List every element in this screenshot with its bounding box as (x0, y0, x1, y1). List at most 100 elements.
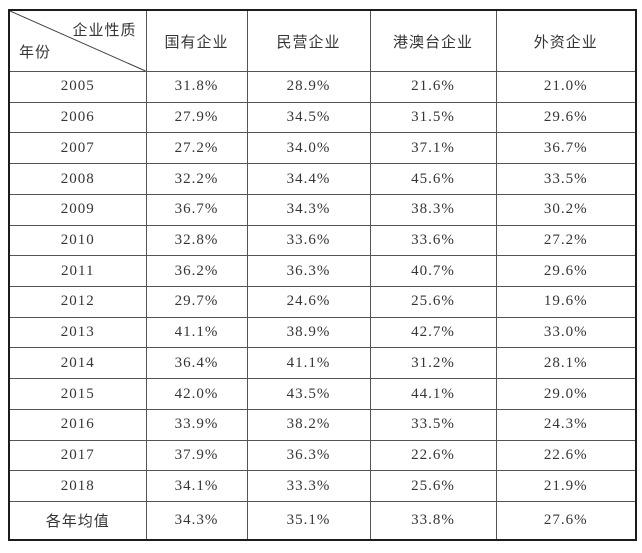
column-header: 民营企业 (246, 9, 371, 72)
year-cell: 2006 (8, 101, 147, 134)
value-cell: 38.3% (369, 193, 497, 226)
value-cell: 36.3% (246, 255, 371, 288)
value-cell: 45.6% (369, 163, 497, 195)
year-cell: 各年均值 (8, 501, 147, 541)
table-row: 2005 31.8% 28.9% 21.6% 21.0% (8, 71, 637, 103)
value-cell: 43.5% (246, 378, 371, 410)
table-row-average: 各年均值 34.3% 35.1% 33.8% 27.6% (8, 501, 637, 541)
value-cell: 31.8% (145, 71, 248, 103)
value-cell: 22.6% (369, 439, 497, 472)
table-container: 企业性质 年份 国有企业 民营企业 港澳台企业 外资企业 2005 31.8% … (8, 9, 637, 541)
table-row: 2015 42.0% 43.5% 44.1% 29.0% (8, 378, 637, 410)
value-cell: 33.0% (495, 316, 637, 349)
value-cell: 37.1% (369, 132, 497, 165)
year-cell: 2007 (8, 132, 147, 165)
year-cell: 2005 (8, 71, 147, 103)
year-cell: 2012 (8, 286, 147, 318)
value-cell: 32.2% (145, 163, 248, 195)
header-row: 企业性质 年份 国有企业 民营企业 港澳台企业 外资企业 (8, 9, 637, 72)
value-cell: 34.4% (246, 163, 371, 195)
value-cell: 33.6% (369, 224, 497, 257)
value-cell: 33.5% (369, 408, 497, 441)
value-cell: 34.0% (246, 132, 371, 165)
value-cell: 33.3% (246, 470, 371, 503)
value-cell: 40.7% (369, 255, 497, 288)
value-cell: 25.6% (369, 286, 497, 318)
value-cell: 34.3% (145, 501, 248, 541)
value-cell: 34.3% (246, 193, 371, 226)
value-cell: 27.9% (145, 101, 248, 134)
value-cell: 36.4% (145, 347, 248, 380)
year-cell: 2008 (8, 163, 147, 195)
value-cell: 44.1% (369, 378, 497, 410)
value-cell: 28.1% (495, 347, 637, 380)
corner-label-top: 企业性质 (72, 23, 137, 39)
value-cell: 33.8% (369, 501, 497, 541)
value-cell: 36.3% (246, 439, 371, 472)
year-cell: 2013 (8, 316, 147, 349)
value-cell: 33.9% (145, 408, 248, 441)
value-cell: 42.7% (369, 316, 497, 349)
value-cell: 21.9% (495, 470, 637, 503)
value-cell: 32.8% (145, 224, 248, 257)
table-row: 2008 32.2% 34.4% 45.6% 33.5% (8, 163, 637, 195)
year-cell: 2014 (8, 347, 147, 380)
table-row: 2013 41.1% 38.9% 42.7% 33.0% (8, 316, 637, 349)
table-row: 2014 36.4% 41.1% 31.2% 28.1% (8, 347, 637, 380)
value-cell: 42.0% (145, 378, 248, 410)
year-cell: 2010 (8, 224, 147, 257)
value-cell: 35.1% (246, 501, 371, 541)
value-cell: 36.7% (495, 132, 637, 165)
year-cell: 2017 (8, 439, 147, 472)
value-cell: 33.6% (246, 224, 371, 257)
table-row: 2011 36.2% 36.3% 40.7% 29.6% (8, 255, 637, 288)
value-cell: 28.9% (246, 71, 371, 103)
table-row: 2006 27.9% 34.5% 31.5% 29.6% (8, 101, 637, 134)
table-row: 2007 27.2% 34.0% 37.1% 36.7% (8, 132, 637, 165)
value-cell: 27.2% (495, 224, 637, 257)
table-row: 2010 32.8% 33.6% 33.6% 27.2% (8, 224, 637, 257)
value-cell: 36.7% (145, 193, 248, 226)
value-cell: 38.9% (246, 316, 371, 349)
value-cell: 24.6% (246, 286, 371, 318)
value-cell: 25.6% (369, 470, 497, 503)
value-cell: 34.1% (145, 470, 248, 503)
value-cell: 31.2% (369, 347, 497, 380)
value-cell: 19.6% (495, 286, 637, 318)
value-cell: 22.6% (495, 439, 637, 472)
value-cell: 30.2% (495, 193, 637, 226)
year-cell: 2018 (8, 470, 147, 503)
year-cell: 2011 (8, 255, 147, 288)
value-cell: 27.6% (495, 501, 637, 541)
value-cell: 29.6% (495, 101, 637, 134)
table-row: 2009 36.7% 34.3% 38.3% 30.2% (8, 193, 637, 226)
table-row: 2016 33.9% 38.2% 33.5% 24.3% (8, 408, 637, 441)
value-cell: 33.5% (495, 163, 637, 195)
year-cell: 2015 (8, 378, 147, 410)
enterprise-ratio-table: 企业性质 年份 国有企业 民营企业 港澳台企业 外资企业 2005 31.8% … (8, 9, 637, 541)
year-cell: 2009 (8, 193, 147, 226)
value-cell: 27.2% (145, 132, 248, 165)
table-row: 2012 29.7% 24.6% 25.6% 19.6% (8, 286, 637, 318)
value-cell: 41.1% (246, 347, 371, 380)
table-row: 2018 34.1% 33.3% 25.6% 21.9% (8, 470, 637, 503)
column-header: 国有企业 (145, 9, 248, 72)
value-cell: 21.0% (495, 71, 637, 103)
year-cell: 2016 (8, 408, 147, 441)
value-cell: 29.0% (495, 378, 637, 410)
value-cell: 34.5% (246, 101, 371, 134)
value-cell: 29.7% (145, 286, 248, 318)
corner-cell: 企业性质 年份 (8, 9, 147, 72)
value-cell: 24.3% (495, 408, 637, 441)
column-header: 港澳台企业 (369, 9, 497, 72)
value-cell: 36.2% (145, 255, 248, 288)
value-cell: 38.2% (246, 408, 371, 441)
corner-label-bottom: 年份 (19, 45, 52, 61)
value-cell: 29.6% (495, 255, 637, 288)
value-cell: 21.6% (369, 71, 497, 103)
diagonal-line (10, 11, 146, 71)
value-cell: 31.5% (369, 101, 497, 134)
value-cell: 37.9% (145, 439, 248, 472)
table-row: 2017 37.9% 36.3% 22.6% 22.6% (8, 439, 637, 472)
column-header: 外资企业 (495, 9, 637, 72)
